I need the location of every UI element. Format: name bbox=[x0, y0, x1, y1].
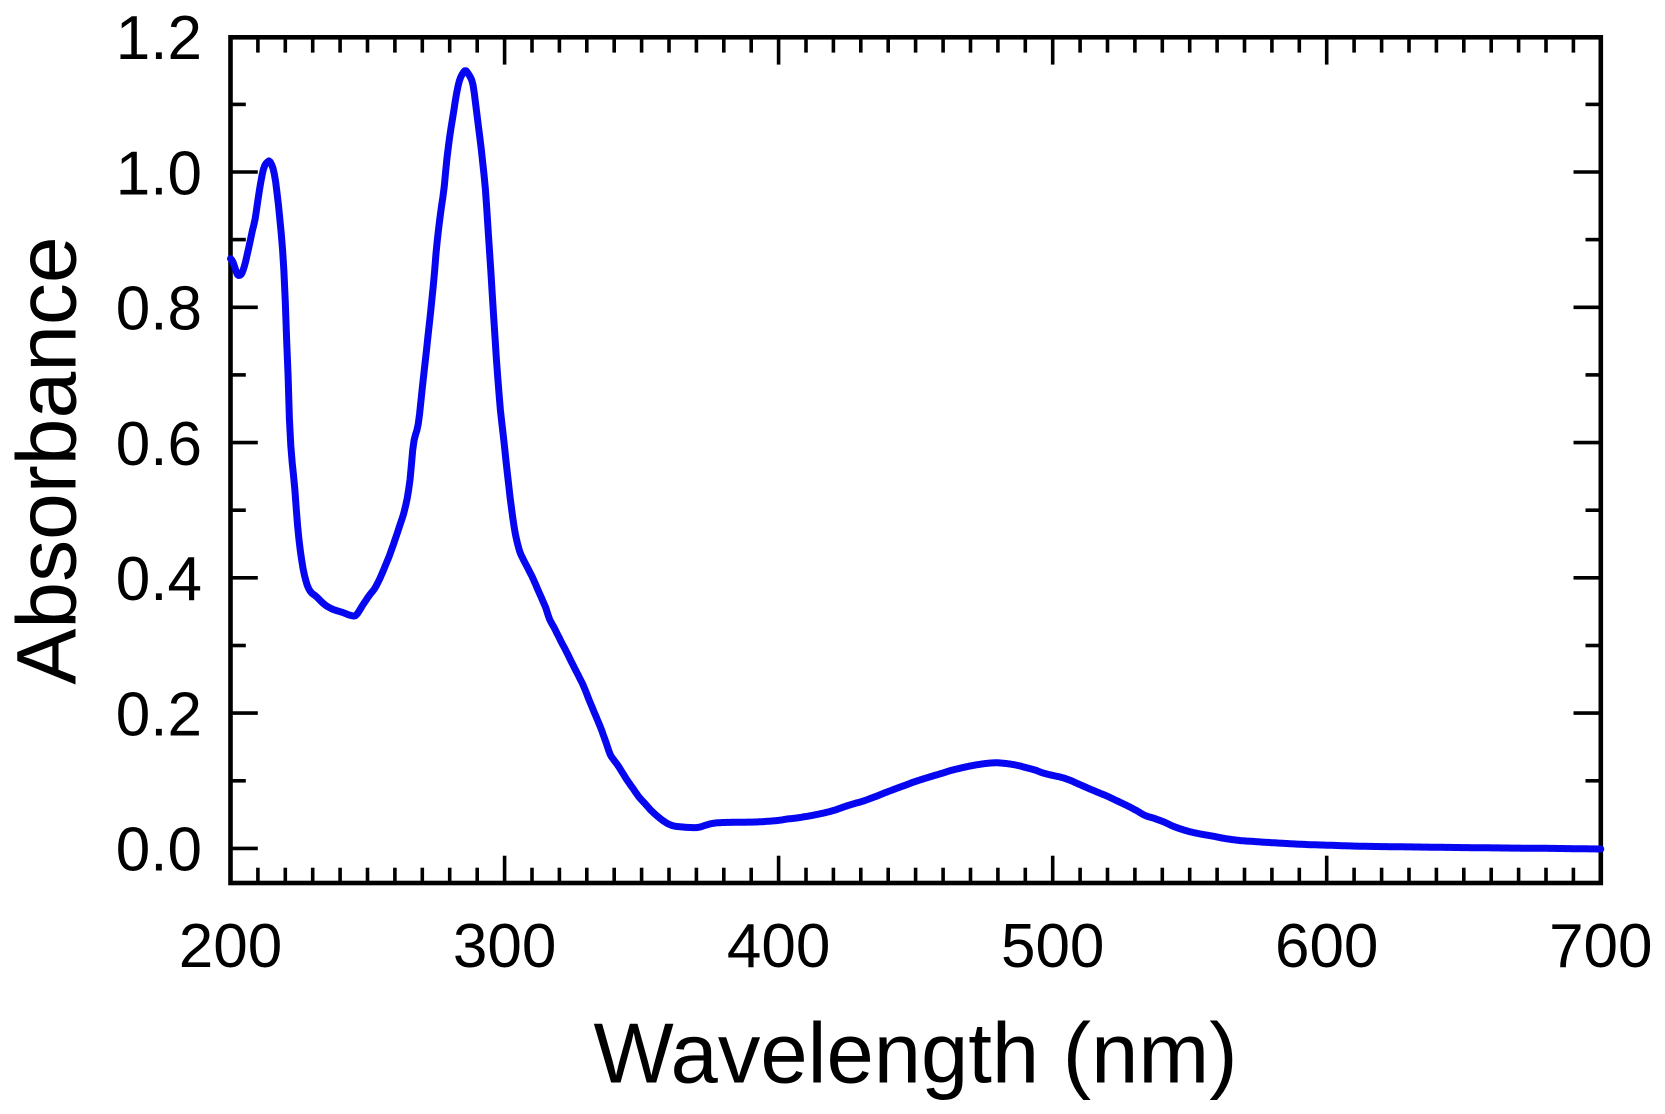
svg-text:0.8: 0.8 bbox=[116, 275, 202, 344]
svg-text:300: 300 bbox=[453, 912, 556, 981]
svg-text:0.2: 0.2 bbox=[116, 680, 202, 749]
svg-text:1.2: 1.2 bbox=[116, 4, 202, 73]
svg-text:1.0: 1.0 bbox=[116, 139, 202, 208]
svg-text:0.0: 0.0 bbox=[116, 816, 202, 885]
svg-text:600: 600 bbox=[1275, 912, 1378, 981]
svg-text:400: 400 bbox=[727, 912, 830, 981]
svg-text:200: 200 bbox=[179, 912, 282, 981]
svg-text:700: 700 bbox=[1549, 912, 1652, 981]
svg-text:0.6: 0.6 bbox=[116, 410, 202, 479]
svg-text:Absorbance: Absorbance bbox=[0, 236, 93, 684]
svg-text:Wavelength (nm): Wavelength (nm) bbox=[593, 1007, 1237, 1102]
svg-text:500: 500 bbox=[1001, 912, 1104, 981]
svg-text:0.4: 0.4 bbox=[116, 545, 202, 614]
